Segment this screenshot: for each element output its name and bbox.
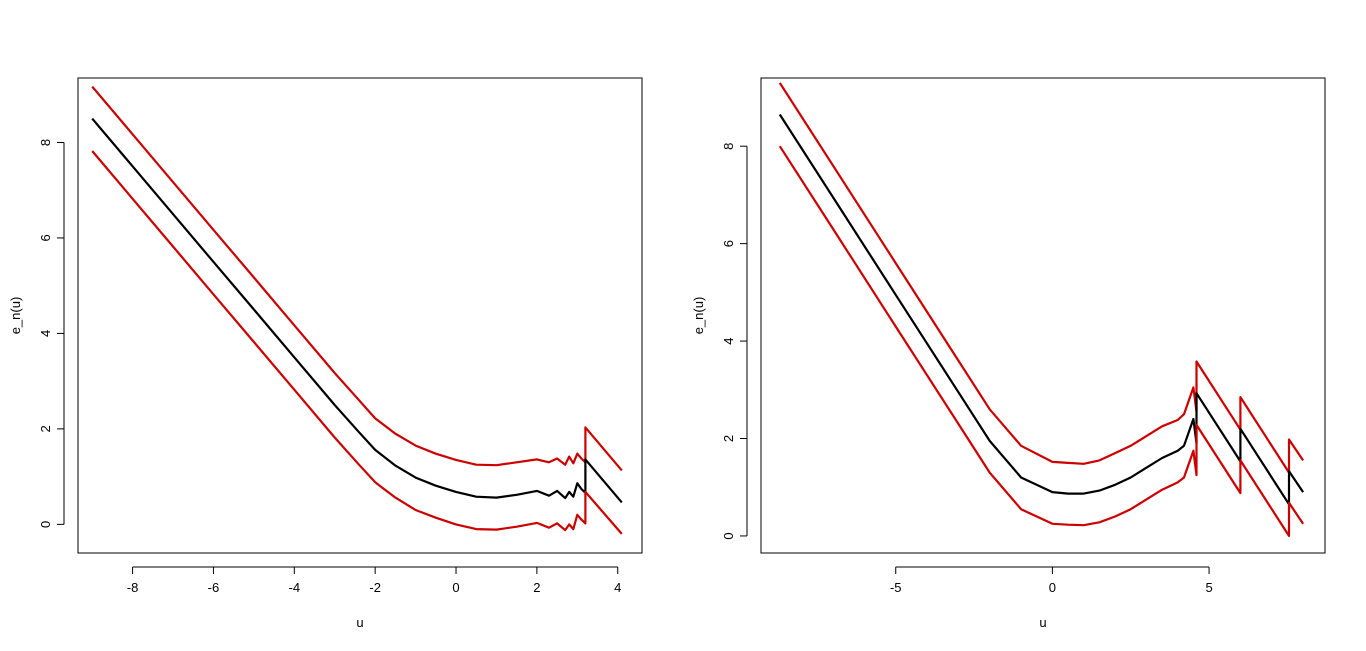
confidence-band-line xyxy=(778,145,1305,537)
x-tick-label: 0 xyxy=(1049,580,1056,595)
x-tick-label: 4 xyxy=(614,580,621,595)
y-tick-label: 2 xyxy=(721,435,736,442)
x-tick-label: -2 xyxy=(369,580,381,595)
confidence-band-line xyxy=(91,85,623,472)
x-axis-title: u xyxy=(1039,615,1046,630)
x-tick-label: 2 xyxy=(533,580,540,595)
y-tick-label: 8 xyxy=(721,143,736,150)
y-tick-label: 6 xyxy=(38,234,53,241)
confidence-band-line xyxy=(778,82,1305,474)
x-tick-label: -4 xyxy=(289,580,301,595)
x-tick-label: 0 xyxy=(452,580,459,595)
x-tick-label: -8 xyxy=(127,580,139,595)
y-tick-label: 8 xyxy=(38,139,53,146)
x-tick-label: -6 xyxy=(208,580,220,595)
confidence-band-line xyxy=(91,150,623,535)
estimate-line xyxy=(778,113,1305,506)
y-tick-label: 2 xyxy=(38,425,53,432)
y-axis-title: e_n(u) xyxy=(8,297,23,335)
estimate-line xyxy=(91,117,623,504)
x-axis-title: u xyxy=(356,615,363,630)
y-tick-label: 0 xyxy=(38,521,53,528)
plot-frame xyxy=(77,77,643,554)
y-tick-label: 6 xyxy=(721,240,736,247)
x-tick-label: 5 xyxy=(1205,580,1212,595)
right-panel: -5 0 5 0 2 4 6 8 u e_n(u) xyxy=(691,77,1326,630)
left-panel: -8 -6 -4 -2 0 2 4 0 2 4 6 8 u e_n(u) xyxy=(8,77,643,630)
y-tick-label: 4 xyxy=(721,337,736,344)
plot-frame xyxy=(760,77,1326,554)
y-axis-title: e_n(u) xyxy=(691,297,706,335)
y-tick-label: 4 xyxy=(38,330,53,337)
x-tick-label: -5 xyxy=(890,580,902,595)
y-tick-label: 0 xyxy=(721,532,736,539)
